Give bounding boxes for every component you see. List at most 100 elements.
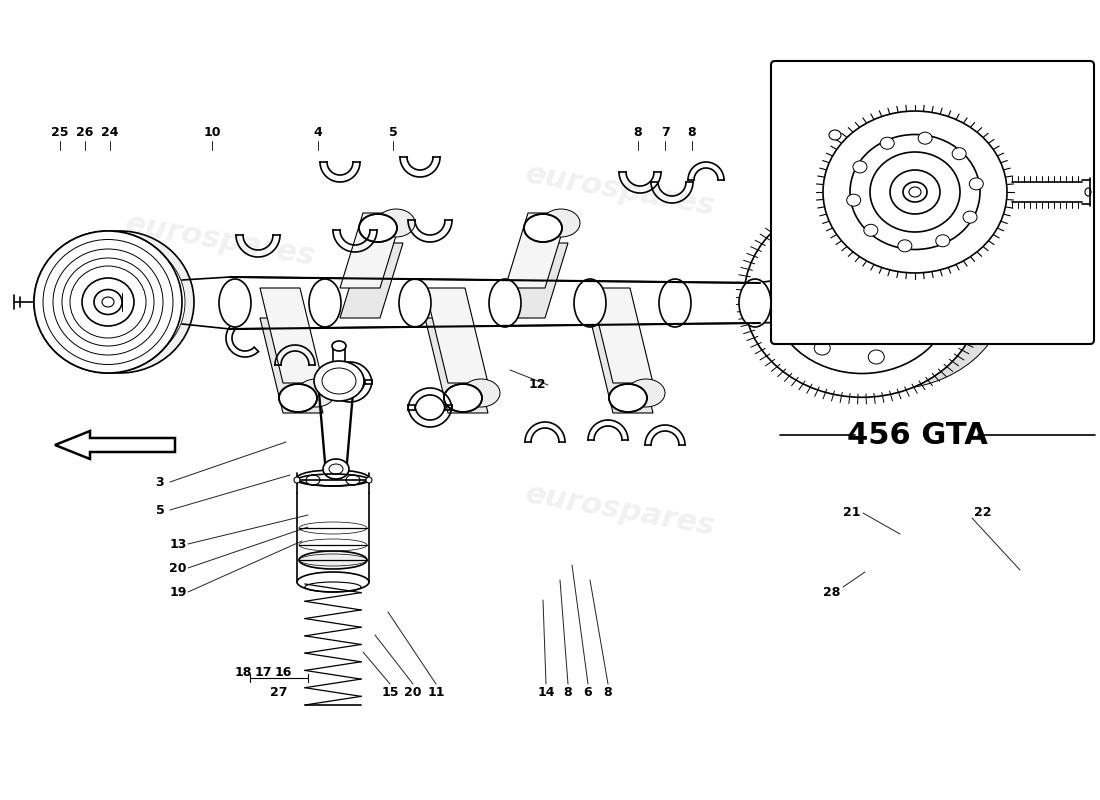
Text: 20: 20	[405, 686, 421, 698]
Ellipse shape	[807, 250, 917, 344]
Ellipse shape	[323, 459, 349, 479]
Ellipse shape	[94, 290, 122, 314]
Ellipse shape	[98, 293, 118, 311]
Ellipse shape	[903, 182, 927, 202]
Polygon shape	[425, 288, 488, 383]
Ellipse shape	[542, 209, 580, 237]
Ellipse shape	[914, 324, 929, 338]
Ellipse shape	[332, 341, 346, 351]
Ellipse shape	[835, 261, 845, 269]
Text: 6: 6	[584, 686, 592, 698]
Polygon shape	[425, 318, 488, 413]
Text: 12: 12	[528, 378, 546, 391]
Ellipse shape	[918, 132, 932, 144]
Ellipse shape	[783, 302, 800, 316]
Ellipse shape	[772, 221, 952, 374]
Ellipse shape	[314, 361, 364, 401]
Text: 24: 24	[101, 126, 119, 139]
FancyArrow shape	[55, 431, 175, 459]
Text: 8: 8	[634, 126, 642, 139]
Ellipse shape	[971, 290, 980, 297]
Ellipse shape	[879, 261, 889, 269]
Ellipse shape	[309, 279, 341, 327]
Ellipse shape	[936, 234, 949, 246]
Text: 3: 3	[156, 475, 164, 489]
Ellipse shape	[814, 341, 830, 355]
Polygon shape	[260, 318, 323, 413]
Ellipse shape	[850, 134, 980, 250]
Ellipse shape	[297, 379, 336, 407]
Ellipse shape	[835, 326, 845, 334]
Text: 22: 22	[975, 506, 992, 519]
Text: 20: 20	[169, 562, 187, 574]
Text: 14: 14	[537, 686, 554, 698]
Text: 8: 8	[604, 686, 613, 698]
Ellipse shape	[830, 270, 894, 324]
Text: 8: 8	[688, 126, 696, 139]
Ellipse shape	[981, 285, 1009, 309]
Ellipse shape	[823, 111, 1006, 273]
Ellipse shape	[925, 278, 940, 292]
Text: 15: 15	[382, 686, 398, 698]
Text: 18: 18	[234, 666, 252, 679]
Ellipse shape	[1009, 287, 1018, 294]
Text: 28: 28	[823, 586, 840, 599]
Polygon shape	[590, 318, 653, 413]
Text: 23: 23	[899, 211, 915, 225]
Polygon shape	[260, 288, 323, 383]
Ellipse shape	[898, 240, 912, 252]
Text: 1: 1	[925, 110, 934, 123]
Text: 21: 21	[826, 211, 844, 225]
Polygon shape	[340, 213, 403, 288]
Polygon shape	[505, 213, 568, 288]
Ellipse shape	[980, 308, 989, 315]
Text: eurospares: eurospares	[522, 479, 717, 541]
Ellipse shape	[444, 384, 482, 412]
Ellipse shape	[377, 209, 415, 237]
Ellipse shape	[46, 231, 194, 373]
Ellipse shape	[772, 189, 1008, 390]
Ellipse shape	[794, 256, 810, 270]
Ellipse shape	[829, 130, 842, 140]
Text: 4: 4	[314, 126, 322, 139]
Ellipse shape	[847, 194, 860, 206]
Ellipse shape	[890, 170, 940, 214]
Polygon shape	[590, 288, 653, 383]
Ellipse shape	[868, 350, 884, 364]
Ellipse shape	[989, 277, 998, 283]
Text: 9: 9	[799, 211, 807, 225]
Ellipse shape	[739, 279, 771, 327]
Text: 22: 22	[934, 211, 952, 225]
Text: 11: 11	[427, 686, 444, 698]
Ellipse shape	[1003, 306, 1013, 314]
Ellipse shape	[299, 551, 367, 569]
Ellipse shape	[574, 279, 606, 327]
Text: eurospares: eurospares	[522, 159, 717, 221]
Text: 21: 21	[844, 506, 860, 519]
Ellipse shape	[953, 148, 966, 160]
Ellipse shape	[864, 224, 878, 236]
Ellipse shape	[852, 161, 867, 173]
FancyBboxPatch shape	[771, 61, 1094, 344]
Polygon shape	[505, 243, 568, 318]
Text: 16: 16	[274, 666, 292, 679]
Ellipse shape	[870, 152, 960, 232]
Text: 25: 25	[52, 126, 68, 139]
Ellipse shape	[901, 293, 911, 301]
Text: 2: 2	[889, 134, 898, 146]
Ellipse shape	[839, 230, 856, 244]
Ellipse shape	[955, 263, 1035, 331]
Ellipse shape	[306, 475, 320, 485]
Text: eurospares: eurospares	[122, 209, 318, 271]
Ellipse shape	[297, 470, 368, 486]
Text: 5: 5	[155, 503, 164, 517]
Ellipse shape	[82, 278, 134, 326]
Ellipse shape	[609, 384, 647, 412]
Ellipse shape	[627, 379, 666, 407]
Ellipse shape	[399, 279, 431, 327]
Ellipse shape	[969, 178, 983, 190]
Ellipse shape	[294, 477, 300, 483]
Ellipse shape	[880, 138, 894, 150]
Text: 5: 5	[388, 126, 397, 139]
Ellipse shape	[968, 274, 1023, 320]
